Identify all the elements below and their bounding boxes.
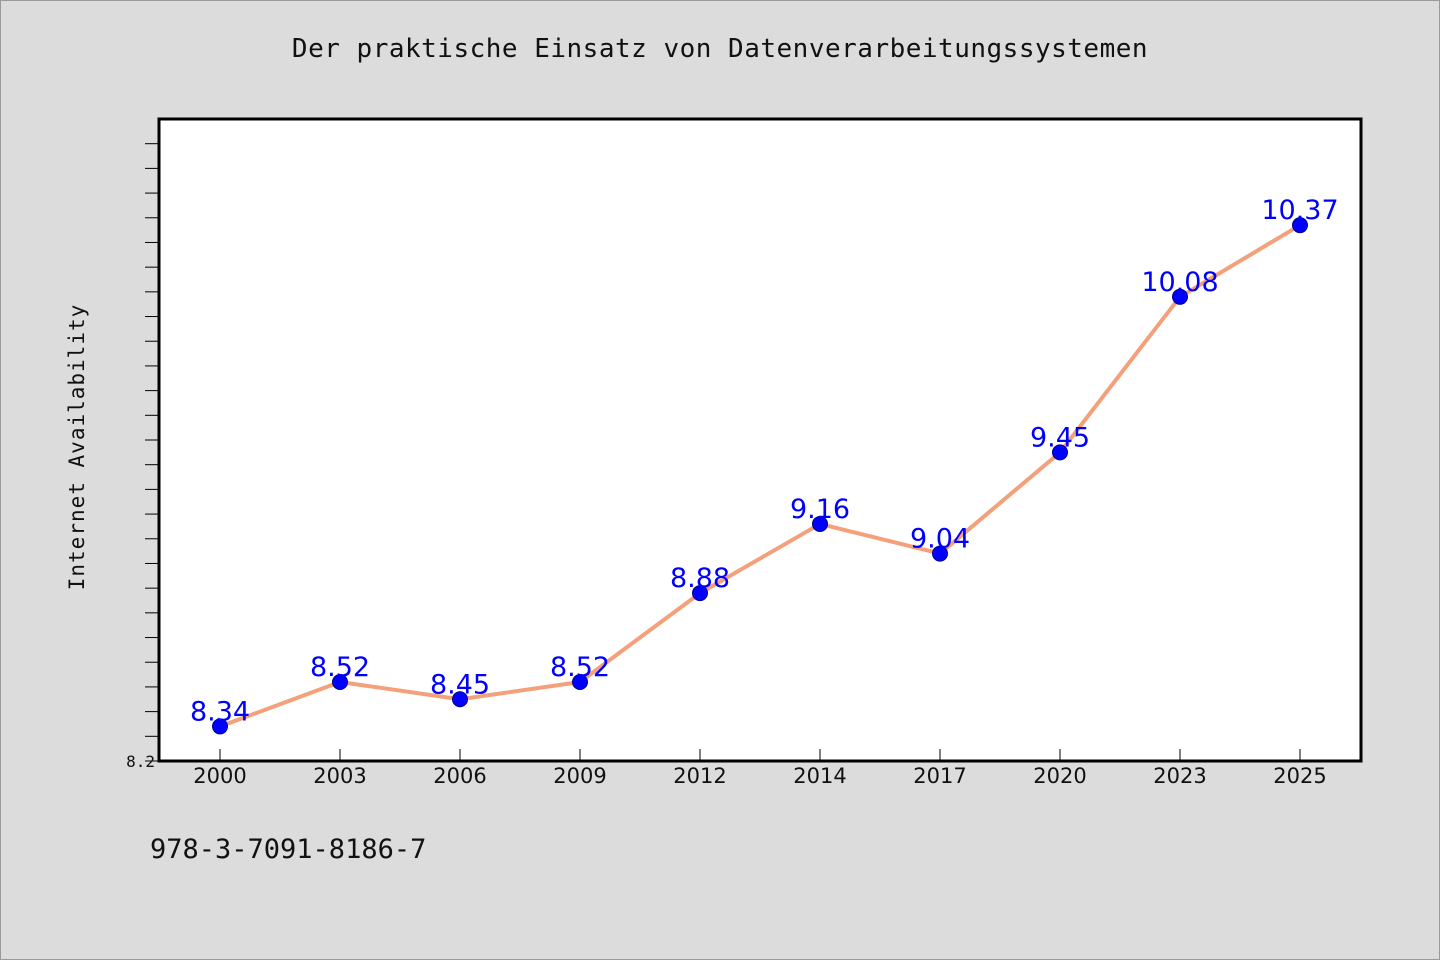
data-label: 8.88 — [670, 563, 730, 594]
x-tick-label: 2006 — [433, 764, 486, 788]
data-point — [932, 545, 948, 562]
x-tick-label: 2020 — [1033, 764, 1086, 788]
x-tick-label: 2000 — [193, 764, 246, 788]
data-label: 9.16 — [790, 494, 850, 525]
data-label: 8.34 — [190, 696, 250, 727]
data-label: 8.52 — [310, 652, 370, 683]
data-point — [212, 718, 228, 735]
plot-area — [157, 117, 1363, 763]
data-label: 9.45 — [1030, 422, 1090, 453]
data-label: 9.04 — [910, 524, 970, 555]
isbn-text: 978-3-7091-8186-7 — [150, 834, 427, 865]
data-label: 10.37 — [1261, 195, 1338, 226]
y-tick-label: 8.2 — [126, 752, 155, 771]
data-point — [1172, 288, 1188, 305]
data-label: 8.52 — [550, 652, 610, 683]
x-tick-label: 2009 — [553, 764, 606, 788]
data-markers — [212, 217, 1308, 735]
data-point — [812, 515, 828, 532]
x-tick-label: 2012 — [673, 764, 726, 788]
data-label: 8.45 — [430, 669, 490, 700]
series-line — [218, 223, 1302, 729]
chart-title: Der praktische Einsatz von Datenverarbei… — [291, 34, 1149, 64]
x-tick-label: 2025 — [1273, 764, 1326, 788]
data-labels: 8.34 8.52 8.45 8.52 8.88 9.16 9.04 9.45 10.08 10.… — [190, 195, 1339, 727]
x-axis-ticks: 2000 2003 2006 2009 2012 2014 2017 2020 2023 2025 — [193, 749, 1327, 788]
x-tick-label: 2003 — [313, 764, 366, 788]
data-point — [1052, 444, 1068, 461]
x-tick-label: 2017 — [913, 764, 966, 788]
y-axis-ticks: 8.2 — [126, 143, 159, 771]
data-point — [692, 585, 708, 602]
data-point — [452, 691, 468, 708]
series-lines — [218, 223, 1302, 729]
x-tick-label: 2014 — [793, 764, 846, 788]
data-point — [572, 673, 588, 690]
data-point — [1292, 217, 1308, 234]
data-label: 10.08 — [1141, 267, 1218, 298]
data-point — [332, 673, 348, 690]
x-tick-label: 2023 — [1153, 764, 1206, 788]
